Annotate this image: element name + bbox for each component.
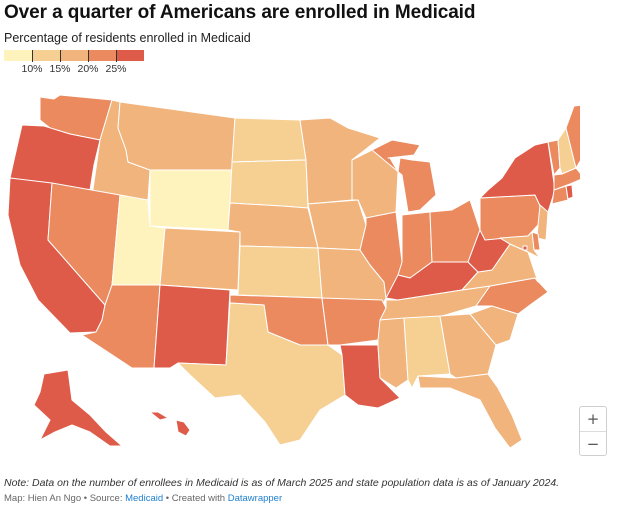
state-wy[interactable]	[149, 169, 233, 231]
state-ri[interactable]	[565, 184, 574, 200]
footnote: Note: Data on the number of enrollees in…	[4, 477, 560, 489]
legend-swatch-4	[88, 50, 116, 61]
legend-tick-label: 10%	[21, 63, 43, 75]
state-nj[interactable]	[536, 204, 549, 241]
state-sc[interactable]	[469, 305, 519, 346]
state-il[interactable]	[359, 211, 403, 299]
legend-tick-label: 20%	[77, 63, 99, 75]
state-ak[interactable]	[33, 369, 123, 447]
map-credit: Map: Hien An Ngo	[4, 493, 82, 504]
source-link[interactable]: Medicaid	[125, 493, 164, 504]
legend-swatch-3	[60, 50, 88, 61]
chart-subtitle: Percentage of residents enrolled in Medi…	[4, 31, 251, 45]
state-sd[interactable]	[229, 159, 309, 209]
state-ms[interactable]	[377, 317, 409, 389]
state-or[interactable]	[9, 124, 101, 191]
state-mi[interactable]	[371, 139, 437, 213]
zoom-control: + −	[579, 406, 607, 456]
state-md[interactable]	[499, 231, 541, 259]
state-ne[interactable]	[227, 202, 319, 249]
state-hi[interactable]	[175, 419, 191, 437]
state-ct[interactable]	[551, 185, 569, 205]
legend-tick-label: 15%	[49, 63, 71, 75]
state-ar[interactable]	[321, 297, 387, 346]
state-nm[interactable]	[153, 284, 231, 369]
separator: •	[165, 493, 170, 504]
state-nd[interactable]	[231, 117, 307, 163]
credits: Map: Hien An Ngo • Source: Medicaid • Cr…	[4, 493, 282, 504]
legend-swatch-2	[32, 50, 60, 61]
created-label: Created with	[171, 493, 226, 504]
zoom-in-button[interactable]: +	[580, 407, 606, 431]
state-tx[interactable]	[177, 302, 346, 446]
legend-tick-label: 25%	[105, 63, 127, 75]
legend-swatch-5	[116, 50, 144, 61]
state-hi-islands[interactable]	[149, 411, 169, 421]
us-choropleth-map[interactable]	[0, 84, 580, 480]
zoom-out-button[interactable]: −	[580, 432, 606, 456]
source-label: Source:	[89, 493, 123, 504]
state-ia[interactable]	[307, 199, 367, 251]
state-ks[interactable]	[237, 245, 323, 299]
datawrapper-link[interactable]: Datawrapper	[227, 493, 283, 504]
separator: •	[83, 493, 88, 504]
chart-title: Over a quarter of Americans are enrolled…	[4, 2, 476, 23]
legend-swatch-1	[4, 50, 32, 61]
state-mt[interactable]	[117, 101, 236, 171]
color-legend: 10% 15% 20% 25%	[4, 50, 144, 76]
state-dc[interactable]	[522, 245, 528, 251]
state-fl[interactable]	[417, 373, 523, 449]
state-co[interactable]	[159, 227, 241, 291]
